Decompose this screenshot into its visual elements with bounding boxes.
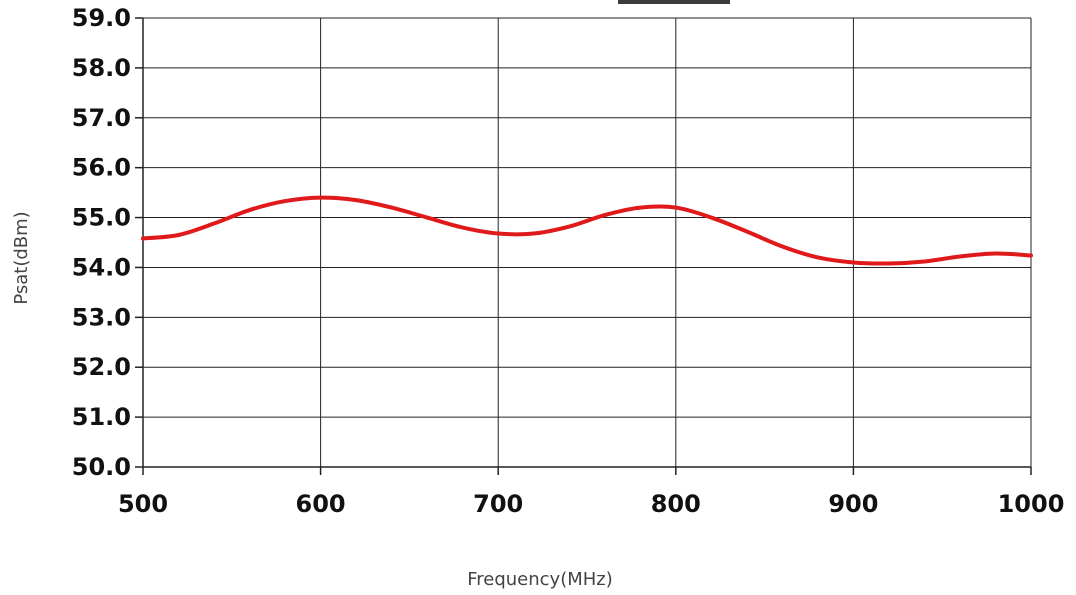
y-tick-label: 53.0: [72, 303, 131, 331]
x-tick-label: 900: [828, 490, 878, 518]
clipped-title-fragment: [618, 0, 730, 4]
y-tick-label: 52.0: [72, 353, 131, 381]
y-tick-label: 56.0: [72, 154, 131, 182]
y-tick-label: 58.0: [72, 54, 131, 82]
y-tick-label: 59.0: [72, 4, 131, 32]
y-tick-label: 57.0: [72, 104, 131, 132]
y-tick-label: 55.0: [72, 204, 131, 232]
x-axis-label: Frequency(MHz): [467, 569, 613, 590]
y-tick-label: 54.0: [72, 253, 131, 281]
x-tick-label: 800: [651, 490, 701, 518]
x-tick-label: 700: [473, 490, 523, 518]
grid-lines: [143, 17, 1032, 467]
x-tick-label: 500: [118, 490, 168, 518]
series-layer: [141, 195, 1033, 266]
x-tick-label: 1000: [998, 490, 1065, 518]
y-axis-ticks: 50.0 51.0 52.0 53.0 54.0 55.0 56.0 57.0 58.0 59.0: [72, 4, 143, 481]
x-tick-label: 600: [296, 490, 346, 518]
y-axis-label: Psat(dBm): [11, 211, 32, 304]
x-axis-ticks: 500 600 700 800 900 1000: [118, 467, 1064, 518]
y-tick-label: 51.0: [72, 403, 131, 431]
y-tick-label: 50.0: [72, 453, 131, 481]
psat-series-line: [141, 195, 1033, 266]
axes: [142, 18, 1031, 468]
